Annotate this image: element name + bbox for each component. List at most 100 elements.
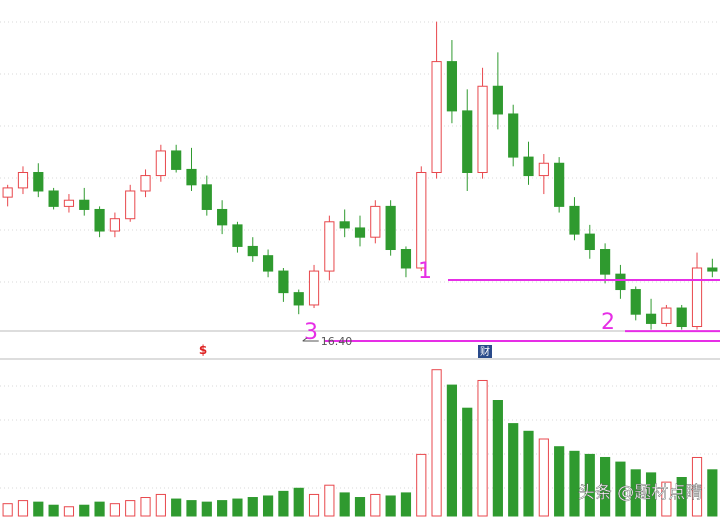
volume-bar — [201, 501, 212, 517]
candle-body — [400, 249, 412, 269]
marker-cai: 财 — [480, 345, 490, 358]
volume-bar — [155, 493, 166, 517]
grid — [0, 21, 720, 489]
volume-bar — [2, 503, 13, 517]
volume-bar — [125, 500, 136, 517]
candle-body — [584, 233, 595, 251]
volume-bar — [661, 481, 672, 517]
volume-bar — [477, 379, 488, 517]
volume-bar — [308, 493, 320, 517]
candle-body — [554, 162, 565, 207]
volume-bar — [691, 456, 703, 517]
volume-bar — [186, 500, 197, 517]
candle-body — [523, 156, 534, 177]
volume-bar — [645, 472, 657, 517]
candle-body — [370, 205, 381, 238]
candle-body — [232, 224, 243, 247]
volume-bar — [293, 487, 304, 517]
level-label: 2 — [601, 310, 615, 335]
candle-body — [569, 205, 580, 235]
candle-body — [63, 199, 75, 207]
volume-bar — [538, 438, 549, 517]
candle-body — [600, 249, 611, 275]
candle-body — [324, 221, 335, 272]
candle-body — [171, 150, 182, 170]
candle-body — [477, 85, 488, 173]
volume-bar — [615, 461, 626, 517]
candle-body — [446, 61, 458, 112]
candle-body — [155, 150, 166, 177]
volume-bar — [140, 497, 151, 517]
candle-body — [661, 307, 672, 324]
candle-body — [339, 221, 350, 229]
volume-bar — [707, 469, 718, 517]
volume-bar — [232, 498, 243, 517]
candle-body — [416, 172, 427, 269]
candle-body — [492, 85, 503, 115]
volume-bar — [48, 504, 59, 517]
candle-body — [48, 190, 59, 207]
volume-bar — [33, 501, 44, 517]
volume-bar — [339, 492, 350, 517]
volume-bar — [370, 493, 381, 517]
low-arrow — [302, 337, 308, 342]
candle-body — [676, 307, 687, 328]
volume-bar — [247, 497, 258, 517]
candle-body — [538, 162, 549, 177]
candle-body — [645, 313, 657, 324]
volume-bar — [385, 495, 396, 517]
candle-body — [308, 270, 320, 306]
candle-body — [691, 267, 703, 328]
volume-bar — [94, 501, 105, 517]
candle-body — [186, 168, 197, 186]
candle-body — [109, 218, 120, 232]
volume-bar — [508, 423, 519, 517]
volume-bar — [324, 484, 335, 517]
volume-bar — [446, 384, 458, 517]
level-label: 1 — [418, 259, 432, 284]
candle-body — [262, 255, 274, 272]
candle-body — [630, 289, 641, 315]
volume-bar — [79, 504, 90, 517]
volume-bar — [63, 506, 75, 517]
volume-bar — [630, 469, 641, 517]
volume-bar — [600, 456, 611, 517]
volume-bar — [569, 450, 580, 517]
candle-body — [17, 172, 29, 189]
candle-body — [293, 292, 304, 306]
volume-bar — [354, 497, 366, 517]
volume-bar — [109, 503, 120, 517]
level-label: 3 — [304, 320, 318, 345]
candle-body — [615, 273, 626, 291]
candle-body — [125, 190, 136, 220]
candle-body — [354, 227, 366, 238]
volume-bar — [554, 446, 565, 517]
volume-bar — [523, 430, 534, 517]
low-label: 16.40 — [321, 335, 353, 348]
marker-box — [478, 345, 492, 358]
candle-body — [33, 172, 44, 192]
volume-bar — [278, 490, 289, 517]
candle-body — [707, 267, 718, 272]
candle-body — [140, 175, 151, 192]
candle-body — [278, 270, 289, 294]
marker-dollar: $ — [199, 343, 207, 357]
volume-bar — [400, 492, 412, 517]
volume-bar — [431, 369, 442, 517]
watermark: 头条 @题材点睛 — [578, 483, 702, 503]
candle-body — [247, 245, 258, 257]
volume-bar — [492, 400, 503, 517]
candle-body — [508, 113, 519, 158]
volume-bar — [171, 498, 182, 517]
volume-bar — [584, 453, 595, 517]
volume-bar — [416, 453, 427, 517]
candle-body — [94, 208, 105, 232]
volume-bar — [462, 407, 473, 517]
candle-body — [201, 184, 212, 210]
candle-body — [2, 187, 13, 198]
candle-body — [79, 199, 90, 210]
candle-body — [385, 205, 396, 251]
volume-bar — [262, 495, 274, 517]
volume-bar — [217, 500, 228, 517]
